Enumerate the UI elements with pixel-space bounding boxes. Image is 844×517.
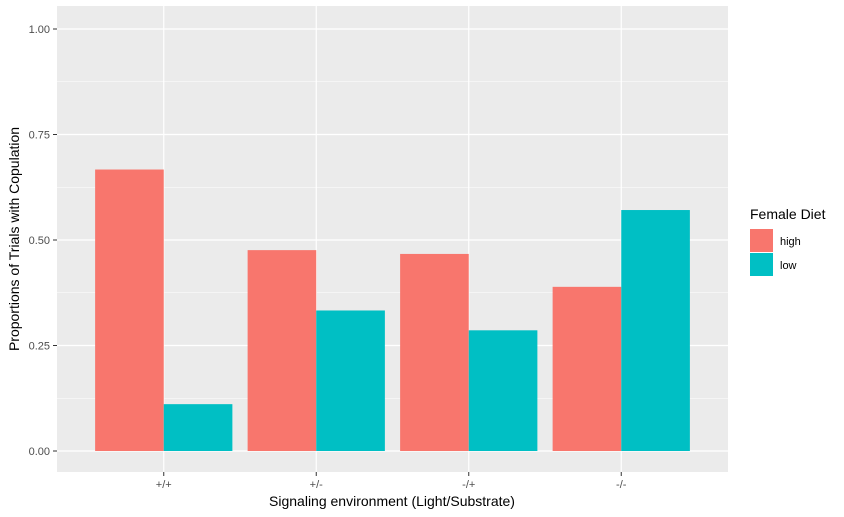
y-tick-label: 0.00 — [29, 446, 50, 458]
bar-high — [552, 286, 622, 451]
y-tick-label: 0.50 — [29, 235, 50, 247]
x-axis-title: Signaling environment (Light/Substrate) — [269, 493, 515, 509]
legend-key-low — [750, 253, 773, 276]
y-tick-label: 1.00 — [29, 24, 50, 36]
legend: Female Diet high low — [750, 206, 826, 276]
x-tick-label: +/+ — [156, 479, 172, 491]
x-tick-label: -/- — [616, 479, 627, 491]
bar-low — [468, 330, 538, 451]
y-tick-label: 0.25 — [29, 341, 50, 353]
bar-low — [621, 210, 690, 451]
bar-low — [316, 310, 385, 451]
legend-title: Female Diet — [750, 206, 826, 222]
y-tick-label: 0.75 — [29, 130, 50, 142]
y-axis-title: Proportions of Trials with Copulation — [6, 127, 22, 351]
bars — [95, 169, 690, 451]
bar-high — [95, 169, 164, 451]
x-tick-label: -/+ — [462, 479, 475, 491]
x-tick-label: +/- — [310, 479, 323, 491]
legend-label-high: high — [780, 236, 801, 248]
x-axis: +/+ +/- -/+ -/- — [156, 472, 627, 491]
legend-label-low: low — [780, 260, 797, 272]
bar-low — [163, 404, 233, 451]
bar-high — [400, 253, 469, 451]
bar-high — [247, 250, 317, 451]
legend-key-high — [750, 229, 773, 252]
y-axis: 0.00 0.25 0.50 0.75 1.00 — [29, 24, 57, 458]
